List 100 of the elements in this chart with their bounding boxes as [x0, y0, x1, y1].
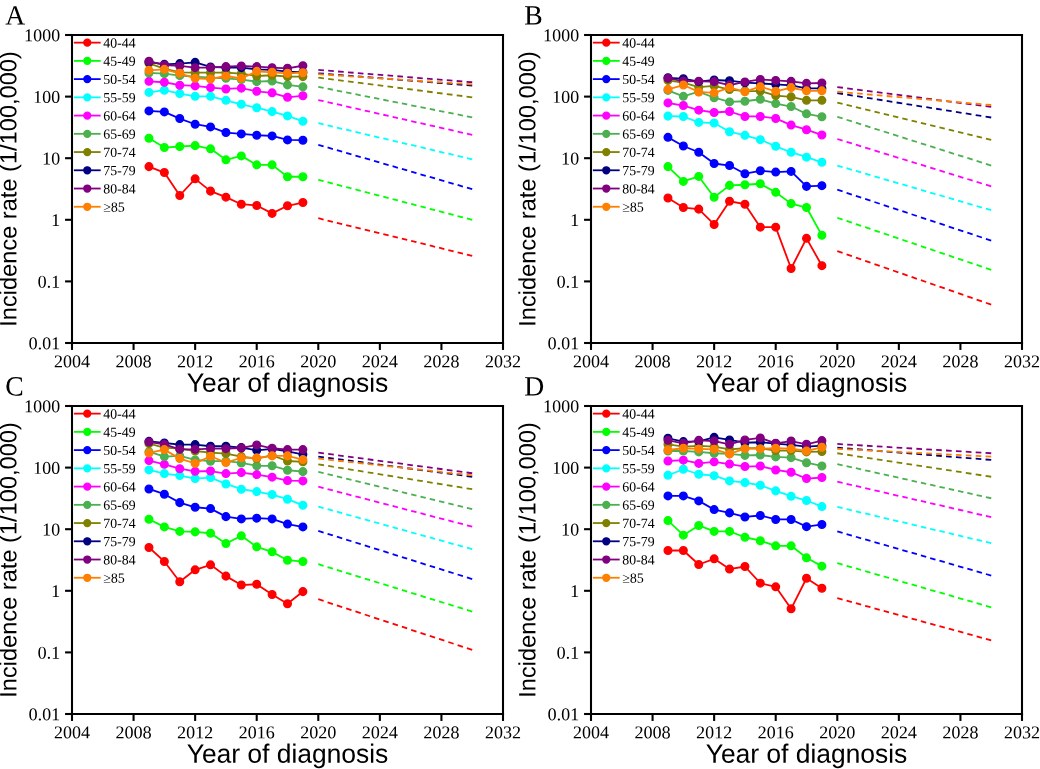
legend-label: 55-59 [104, 464, 136, 474]
x-tick-label: 2012 [177, 726, 213, 739]
legend-label: 60-64 [622, 482, 655, 492]
legend-label: 45-49 [622, 56, 655, 66]
y-tick-label: 1000 [544, 29, 579, 42]
x-tick-label: 2020 [820, 355, 855, 368]
legend-label: 45-49 [103, 56, 136, 66]
y-tick-label: 1000 [25, 29, 60, 42]
y-tick-label: 10 [562, 152, 579, 165]
x-tick-label: 2012 [177, 355, 213, 368]
x-tick-label: 2016 [239, 726, 275, 739]
legend-label: 50-54 [623, 74, 655, 85]
legend-label: 40-44 [622, 409, 655, 419]
x-tick-label: 2008 [635, 355, 670, 368]
y-tick-label: 0.01 [29, 337, 60, 350]
y-tick-label: 10 [43, 523, 60, 536]
legend-label: 55-59 [623, 93, 655, 103]
x-tick-label: 2024 [362, 726, 398, 739]
legend-label: 50-54 [623, 445, 655, 456]
x-tick-label: 2024 [881, 726, 917, 739]
legend-label: 65-69 [622, 500, 655, 510]
legend-label: ≥85 [622, 202, 644, 212]
legend-label: ≥85 [103, 202, 125, 212]
x-tick-label: 2008 [116, 355, 151, 368]
legend-label: 65-69 [103, 500, 136, 510]
y-tick-label: 0.1 [557, 646, 579, 659]
y-tick-label: 0.1 [38, 275, 60, 288]
legend-label: 75-79 [623, 165, 655, 176]
legend-label: 55-59 [623, 464, 655, 474]
x-tick-label: 2004 [573, 726, 609, 739]
legend-label: 80-84 [622, 555, 655, 565]
legend-label: 45-49 [103, 427, 136, 437]
y-axis-title: Incidence rate (1/100,000) [0, 423, 22, 696]
x-tick-label: 2004 [573, 355, 609, 368]
legend-label: 50-54 [104, 74, 136, 85]
x-tick-label: 2004 [54, 726, 90, 739]
x-tick-label: 2016 [758, 355, 794, 368]
x-tick-label: 2016 [239, 355, 275, 368]
y-tick-label: 100 [34, 461, 60, 475]
legend-label: 50-54 [104, 445, 136, 456]
x-tick-label: 2024 [881, 355, 917, 368]
y-tick-label: 0.1 [557, 275, 579, 288]
y-axis-title: Incidence rate (1/100,000) [518, 423, 541, 696]
legend-label: 65-69 [622, 129, 655, 139]
legend-label: 65-69 [103, 129, 136, 139]
x-tick-label: 2028 [943, 355, 978, 368]
x-axis-title: Year of diagnosis [706, 743, 907, 769]
x-axis-title: Year of diagnosis [187, 743, 388, 769]
x-tick-label: 2032 [485, 355, 521, 368]
legend-label: 40-44 [622, 38, 655, 48]
chart-title: C [6, 377, 23, 396]
legend-label: 75-79 [104, 536, 136, 547]
x-tick-label: 2008 [116, 726, 151, 739]
legend-label: 45-49 [622, 427, 655, 437]
x-tick-label: 2032 [1004, 355, 1040, 368]
legend-label: 80-84 [622, 184, 655, 194]
x-tick-label: 2024 [362, 355, 398, 368]
legend-label: 40-44 [103, 38, 136, 48]
legend-label: 70-74 [104, 518, 136, 529]
x-tick-label: 2028 [424, 726, 459, 739]
x-tick-label: 2004 [54, 355, 90, 368]
x-tick-label: 2020 [301, 726, 336, 739]
legend-label: 60-64 [103, 482, 136, 492]
legend-label: 70-74 [623, 518, 655, 529]
y-axis-title: Incidence rate (1/100,000) [0, 52, 22, 325]
x-tick-label: 2016 [758, 726, 794, 739]
legend-label: 55-59 [104, 93, 136, 103]
legend-label: 80-84 [103, 555, 136, 565]
legend-label: 70-74 [104, 147, 136, 158]
legend-label: 70-74 [623, 147, 655, 158]
y-tick-label: 1 [52, 214, 60, 227]
y-tick-label: 0.01 [29, 708, 60, 721]
legend-label: 75-79 [623, 536, 655, 547]
x-tick-label: 2032 [485, 726, 521, 739]
y-tick-label: 1 [52, 585, 60, 598]
y-tick-label: 1 [571, 585, 579, 598]
y-tick-label: 1 [571, 214, 579, 227]
legend-label: 60-64 [622, 111, 655, 121]
legend-label: ≥85 [622, 573, 644, 583]
x-tick-label: 2028 [943, 726, 978, 739]
legend-label: 80-84 [103, 184, 136, 194]
x-axis-title: Year of diagnosis [706, 372, 907, 398]
x-tick-label: 2032 [1004, 726, 1040, 739]
y-tick-label: 1000 [544, 400, 579, 413]
y-tick-label: 10 [43, 152, 60, 165]
y-tick-label: 100 [34, 90, 60, 104]
chart-title: B [524, 6, 542, 25]
x-tick-label: 2008 [635, 726, 670, 739]
x-tick-label: 2020 [820, 726, 855, 739]
legend-label: ≥85 [103, 573, 125, 583]
x-tick-label: 2012 [696, 355, 732, 368]
y-tick-label: 0.1 [38, 646, 60, 659]
y-tick-label: 100 [553, 90, 579, 104]
legend-label: 40-44 [103, 409, 136, 419]
legend-label: 60-64 [103, 111, 136, 121]
y-tick-label: 100 [553, 461, 579, 475]
y-tick-label: 10 [562, 523, 579, 536]
x-axis-title: Year of diagnosis [187, 372, 388, 398]
chart-title: D [524, 377, 544, 396]
x-tick-label: 2028 [424, 355, 459, 368]
